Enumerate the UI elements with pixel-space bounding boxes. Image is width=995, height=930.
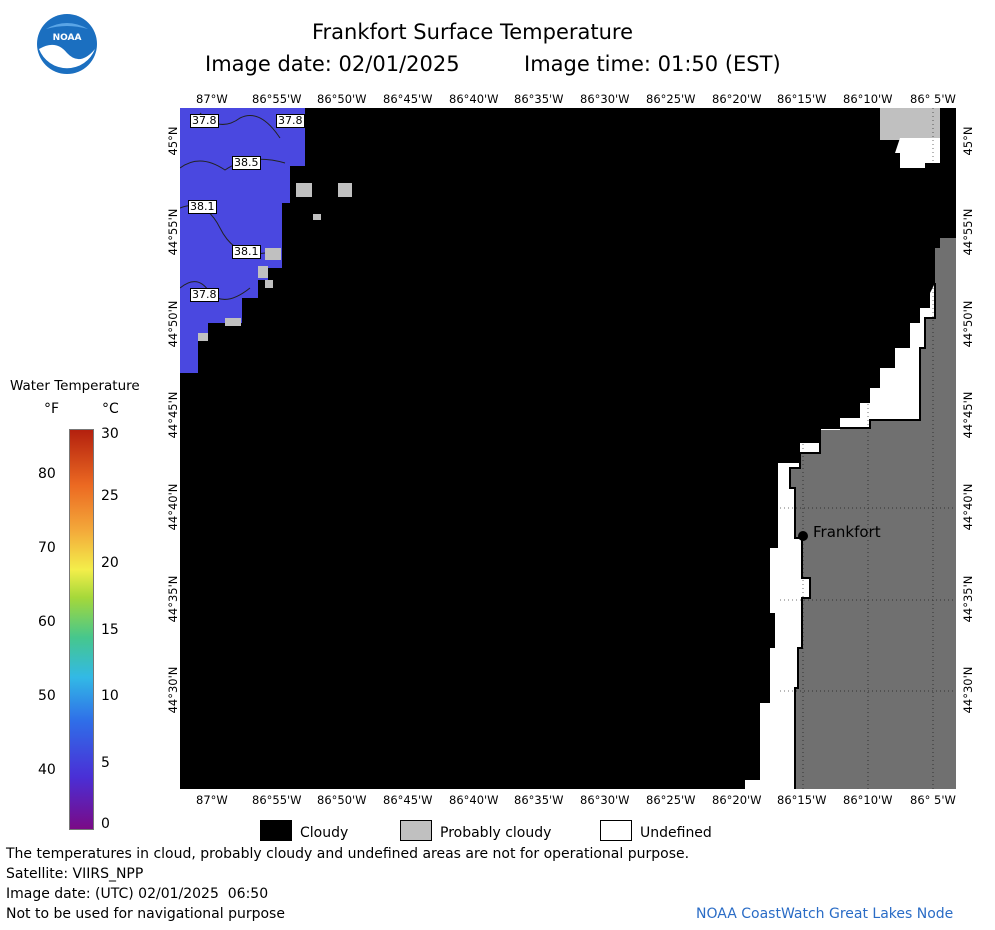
legend-swatch-probably-cloudy bbox=[400, 820, 432, 841]
scale-title: Water Temperature bbox=[10, 378, 140, 394]
left-lat-label: 44°35'N bbox=[166, 575, 180, 623]
right-lat-label: 44°40'N bbox=[961, 483, 975, 531]
scale-unit-f: °F bbox=[44, 401, 60, 417]
bottom-lon-label: 86°30'W bbox=[580, 793, 630, 807]
legend-label-probably-cloudy: Probably cloudy bbox=[440, 825, 552, 841]
scale-c-value: 20 bbox=[101, 555, 119, 571]
contour-label: 38.1 bbox=[188, 200, 217, 214]
temperature-colorbar bbox=[69, 429, 94, 830]
scale-c-value: 0 bbox=[101, 816, 110, 832]
probably-cloudy-patches bbox=[198, 108, 940, 341]
legend-label-cloudy: Cloudy bbox=[300, 825, 349, 841]
contour-label: 38.1 bbox=[232, 245, 261, 259]
footer-note: The temperatures in cloud, probably clou… bbox=[6, 846, 690, 862]
city-label: Frankfort bbox=[813, 523, 881, 541]
top-lon-label: 86°25'W bbox=[646, 92, 696, 106]
bottom-lon-label: 86°25'W bbox=[646, 793, 696, 807]
top-lon-label: 86°10'W bbox=[843, 92, 893, 106]
water-temperature-region bbox=[180, 108, 305, 373]
image-date: Image date: 02/01/2025 bbox=[205, 52, 460, 76]
scale-f-value: 40 bbox=[38, 762, 56, 778]
top-lon-label: 86°15'W bbox=[777, 92, 827, 106]
map-title: Frankfort Surface Temperature bbox=[312, 20, 634, 44]
city-marker bbox=[798, 531, 808, 541]
bottom-lon-label: 86°35'W bbox=[514, 793, 564, 807]
top-lon-label: 86°45'W bbox=[383, 92, 433, 106]
top-lon-label: 86° 5'W bbox=[910, 92, 956, 106]
bottom-lon-label: 86°20'W bbox=[712, 793, 762, 807]
scale-c-value: 30 bbox=[101, 426, 119, 442]
scale-c-value: 10 bbox=[101, 688, 119, 704]
svg-text:NOAA: NOAA bbox=[53, 33, 82, 43]
left-lat-label: 44°45'N bbox=[166, 391, 180, 439]
scale-f-value: 60 bbox=[38, 614, 56, 630]
contour-label: 37.8 bbox=[190, 114, 219, 128]
scale-f-value: 70 bbox=[38, 540, 56, 556]
top-lon-label: 86°50'W bbox=[317, 92, 367, 106]
image-time: Image time: 01:50 (EST) bbox=[524, 52, 781, 76]
left-lat-label: 44°30'N bbox=[166, 666, 180, 714]
left-lat-label: 44°50'N bbox=[166, 300, 180, 348]
right-lat-label: 44°30'N bbox=[961, 666, 975, 714]
contour-label: 38.5 bbox=[232, 156, 261, 170]
right-lat-label: 44°55'N bbox=[961, 208, 975, 256]
bottom-lon-label: 86°55'W bbox=[252, 793, 302, 807]
bottom-lon-label: 87°W bbox=[196, 793, 228, 807]
top-lon-label: 86°30'W bbox=[580, 92, 630, 106]
footer-image-date: Image date: (UTC) 02/01/2025 06:50 bbox=[6, 886, 269, 902]
top-lon-label: 86°20'W bbox=[712, 92, 762, 106]
scale-unit-c: °C bbox=[102, 401, 119, 417]
bottom-lon-label: 86°45'W bbox=[383, 793, 433, 807]
bottom-lon-label: 86°10'W bbox=[843, 793, 893, 807]
legend-swatch-undefined bbox=[600, 820, 632, 841]
top-lon-label: 86°35'W bbox=[514, 92, 564, 106]
bottom-lon-label: 86° 5'W bbox=[910, 793, 956, 807]
noaa-logo-icon: NOAA bbox=[37, 14, 97, 74]
map-canvas bbox=[180, 108, 956, 789]
left-lat-label: 45°N bbox=[166, 126, 180, 156]
scale-f-value: 50 bbox=[38, 688, 56, 704]
graticule bbox=[780, 108, 956, 789]
scale-f-value: 80 bbox=[38, 466, 56, 482]
top-lon-label: 87°W bbox=[196, 92, 228, 106]
contour-lines bbox=[180, 112, 286, 300]
legend-label-undefined: Undefined bbox=[640, 825, 712, 841]
right-lat-label: 44°45'N bbox=[961, 391, 975, 439]
left-lat-label: 44°40'N bbox=[166, 483, 180, 531]
coastline bbox=[789, 283, 936, 789]
bottom-lon-label: 86°15'W bbox=[777, 793, 827, 807]
top-lon-label: 86°55'W bbox=[252, 92, 302, 106]
right-lat-label: 44°35'N bbox=[961, 575, 975, 623]
contour-label: 37.8 bbox=[276, 114, 305, 128]
left-lat-label: 44°55'N bbox=[166, 208, 180, 256]
undefined-patch bbox=[895, 138, 940, 168]
top-lon-label: 86°40'W bbox=[449, 92, 499, 106]
scale-c-value: 5 bbox=[101, 755, 110, 771]
map-area: 37.8 37.8 38.5 38.1 38.1 37.8 Frankfort bbox=[180, 108, 956, 789]
noaa-logo: NOAA bbox=[36, 13, 98, 75]
undefined-strip bbox=[745, 283, 935, 789]
right-lat-label: 44°50'N bbox=[961, 300, 975, 348]
legend-swatch-cloudy bbox=[260, 820, 292, 841]
right-lat-label: 45°N bbox=[961, 126, 975, 156]
footer-nav-warning: Not to be used for navigational purpose bbox=[6, 906, 285, 922]
contour-label: 37.8 bbox=[190, 288, 219, 302]
footer-satellite: Satellite: VIIRS_NPP bbox=[6, 866, 144, 882]
scale-c-value: 25 bbox=[101, 488, 119, 504]
bottom-lon-label: 86°40'W bbox=[449, 793, 499, 807]
footer-credit: NOAA CoastWatch Great Lakes Node bbox=[696, 906, 954, 922]
land-region bbox=[790, 238, 956, 789]
scale-c-value: 15 bbox=[101, 622, 119, 638]
bottom-lon-label: 86°50'W bbox=[317, 793, 367, 807]
